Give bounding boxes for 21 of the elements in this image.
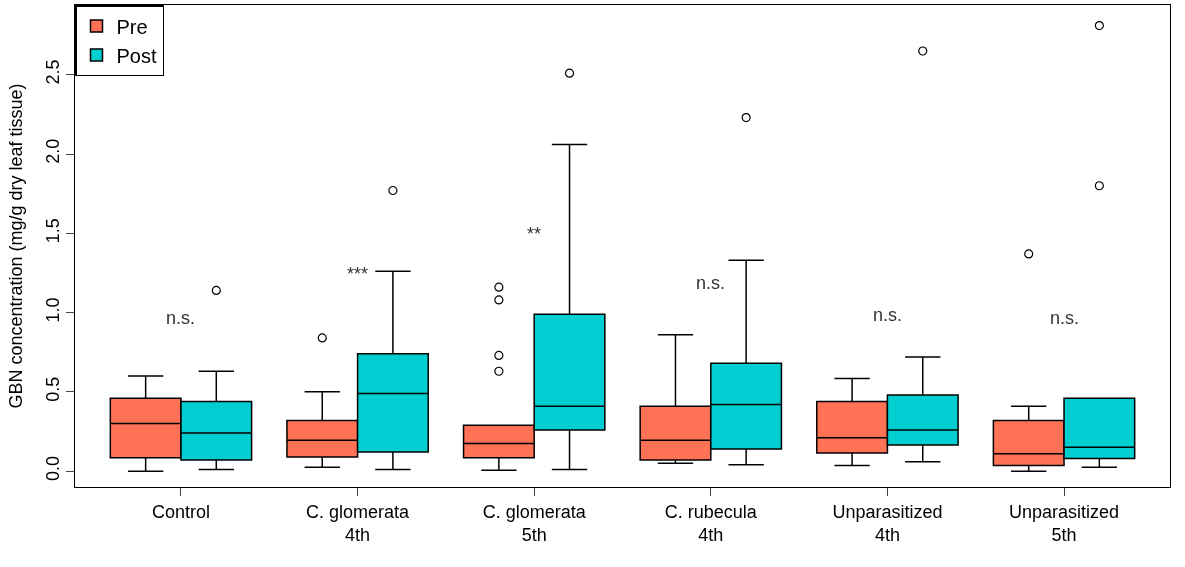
annotation: ***	[347, 264, 369, 284]
y-axis-title: GBN concentration (mg/g dry leaf tissue)	[6, 83, 26, 409]
annotation: n.s.	[696, 273, 726, 293]
y-tick-label: 2.5	[42, 59, 63, 85]
annotation: **	[527, 224, 542, 244]
x-tick-label: C. rubecula 4th	[664, 501, 758, 545]
x-tick-label: C. glomerata 4th	[306, 501, 411, 545]
legend-label: Pre	[116, 15, 148, 38]
y-tick-label: 0.0	[42, 455, 63, 481]
annotation: n.s.	[873, 305, 903, 325]
y-tick-label: 1.5	[42, 218, 63, 244]
y-tick-label: 1.0	[42, 297, 63, 323]
legend-label: Post	[116, 44, 157, 67]
y-tick-label: 2.0	[42, 138, 63, 164]
x-tick-label: C. glomerata 5th	[482, 501, 587, 545]
x-tick-label: Unparasitized 4th	[832, 501, 943, 545]
x-tick-label: Control	[151, 501, 210, 522]
annotation: n.s.	[166, 308, 196, 328]
y-tick-label: 0.5	[42, 376, 63, 402]
x-tick-label: Unparasitized 5th	[1009, 501, 1120, 545]
annotation: n.s.	[1050, 308, 1080, 328]
